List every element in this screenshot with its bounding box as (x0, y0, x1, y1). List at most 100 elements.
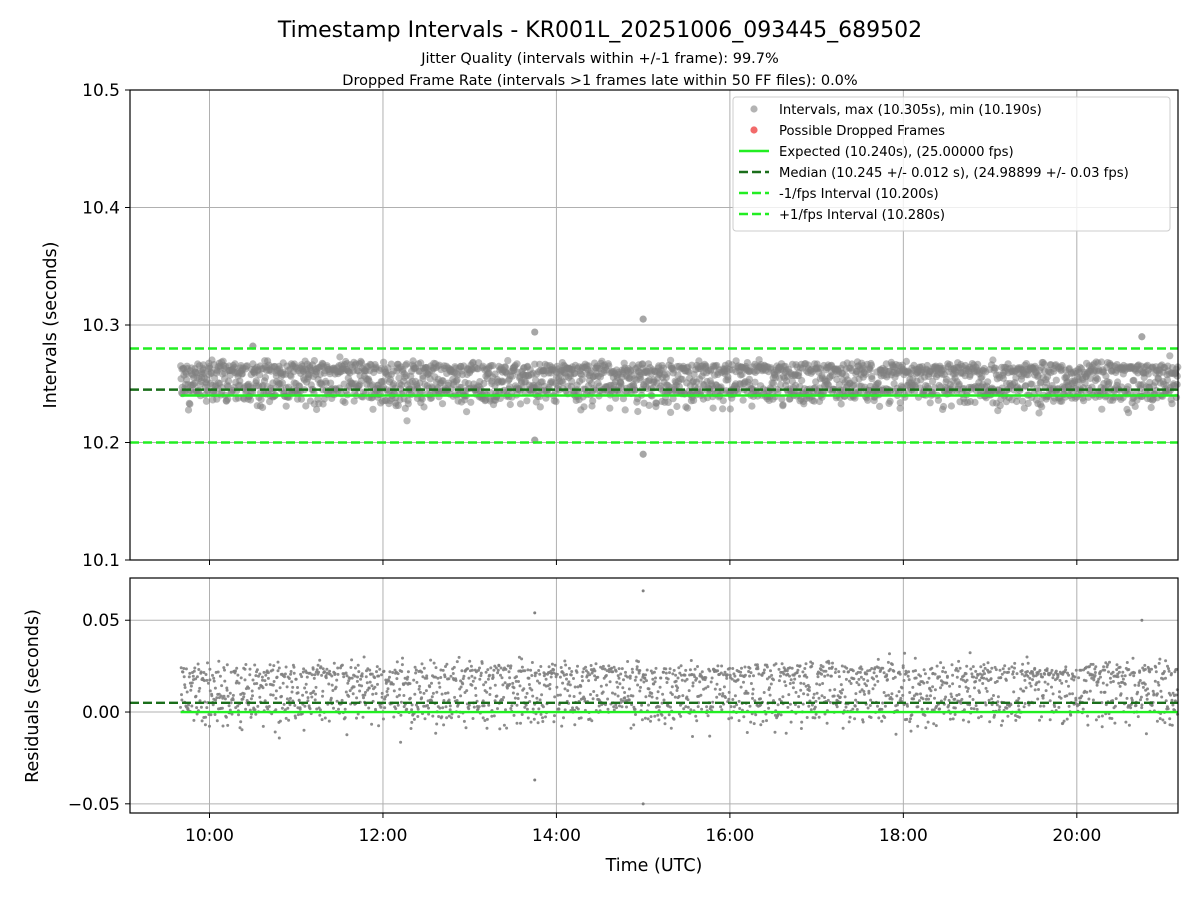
residual-point (1113, 721, 1117, 725)
residual-point (1041, 675, 1044, 679)
residual-point (733, 694, 737, 698)
residual-point (206, 681, 210, 685)
residual-point (807, 704, 811, 708)
residual-point (914, 676, 918, 680)
residual-point (438, 706, 442, 710)
residual-point (430, 681, 433, 685)
residual-point (504, 667, 508, 671)
residual-point (340, 663, 344, 667)
residual-point (364, 675, 368, 679)
residual-point (408, 682, 412, 686)
interval-point (724, 373, 732, 381)
residual-point (820, 672, 824, 676)
residual-point (620, 667, 624, 671)
residual-point (392, 689, 396, 693)
interval-point (199, 361, 207, 369)
residual-point (837, 675, 841, 679)
residual-point (597, 704, 601, 708)
interval-point (350, 397, 358, 405)
residual-point (1073, 675, 1077, 679)
residual-point (1159, 689, 1163, 693)
residual-point (183, 683, 187, 687)
residual-point (639, 678, 643, 682)
residual-point (517, 655, 521, 659)
residual-point (958, 666, 962, 670)
residual-point (330, 683, 334, 687)
residual-point (310, 673, 314, 677)
residual-point (601, 690, 605, 694)
residual-point (635, 667, 639, 671)
interval-point (508, 372, 517, 380)
residual-point (187, 675, 191, 679)
residual-point (821, 665, 825, 669)
residual-point (410, 708, 414, 712)
residual-point (428, 685, 432, 689)
residual-point (951, 673, 955, 677)
interval-point (506, 400, 514, 409)
residual-point (320, 718, 324, 722)
residual-point (998, 668, 1002, 672)
residual-point (327, 682, 331, 686)
residual-point (791, 686, 795, 690)
residual-point (543, 672, 547, 676)
residual-point (694, 714, 698, 718)
residual-point (212, 679, 216, 683)
residual-point (1045, 667, 1049, 671)
residual-point (435, 722, 439, 726)
residual-point (250, 689, 254, 693)
residual-point (851, 669, 855, 673)
residual-point (647, 687, 651, 691)
residual-point (1158, 657, 1162, 661)
residual-point (715, 682, 719, 686)
residual-point (950, 695, 954, 699)
interval-point (800, 400, 808, 408)
residual-point (932, 722, 936, 726)
residual-point (593, 669, 597, 673)
residual-point (196, 662, 200, 666)
residual-point (292, 665, 296, 669)
residual-point (740, 666, 743, 670)
residual-point (544, 677, 548, 681)
residual-point (318, 708, 322, 712)
interval-point (1018, 397, 1027, 405)
residual-point (762, 671, 766, 675)
residual-point (1048, 718, 1052, 722)
residual-point (1171, 703, 1175, 707)
residual-point (526, 716, 530, 720)
residuals-reference-lines (130, 701, 1178, 714)
residual-point (720, 708, 724, 712)
residual-point (471, 679, 475, 683)
residual-point (222, 694, 226, 698)
residual-point (302, 728, 306, 732)
residual-point (294, 716, 298, 720)
residual-point (1163, 721, 1167, 725)
residual-point (1086, 723, 1090, 727)
residual-point (257, 674, 260, 678)
residual-point (1091, 698, 1095, 702)
legend-entry-intervals: Intervals, max (10.305s), min (10.190s) (750, 103, 1042, 118)
residual-point (287, 718, 291, 722)
residual-point (886, 678, 889, 682)
residuals-y-ticks: 0.050.00−0.05 (68, 611, 130, 815)
residual-point (876, 657, 880, 661)
residual-point (410, 703, 414, 707)
residual-point (314, 670, 318, 674)
residual-point (824, 669, 828, 673)
residual-point (288, 703, 292, 707)
residual-point (830, 665, 834, 669)
residual-point (325, 667, 329, 671)
residual-point (253, 663, 257, 667)
residual-point (765, 677, 769, 681)
residual-point (255, 682, 259, 685)
interval-point (774, 388, 782, 396)
residual-point (442, 699, 446, 702)
residual-point (961, 718, 965, 722)
legend-entry-median: Median (10.245 +/- 0.012 s), (24.98899 +… (739, 166, 1129, 181)
residual-point (680, 678, 684, 682)
residual-point (1085, 690, 1089, 694)
residual-point (218, 674, 222, 678)
residual-point (573, 723, 577, 727)
residual-point (606, 707, 610, 711)
residual-point (971, 698, 975, 701)
residual-point (552, 671, 555, 675)
